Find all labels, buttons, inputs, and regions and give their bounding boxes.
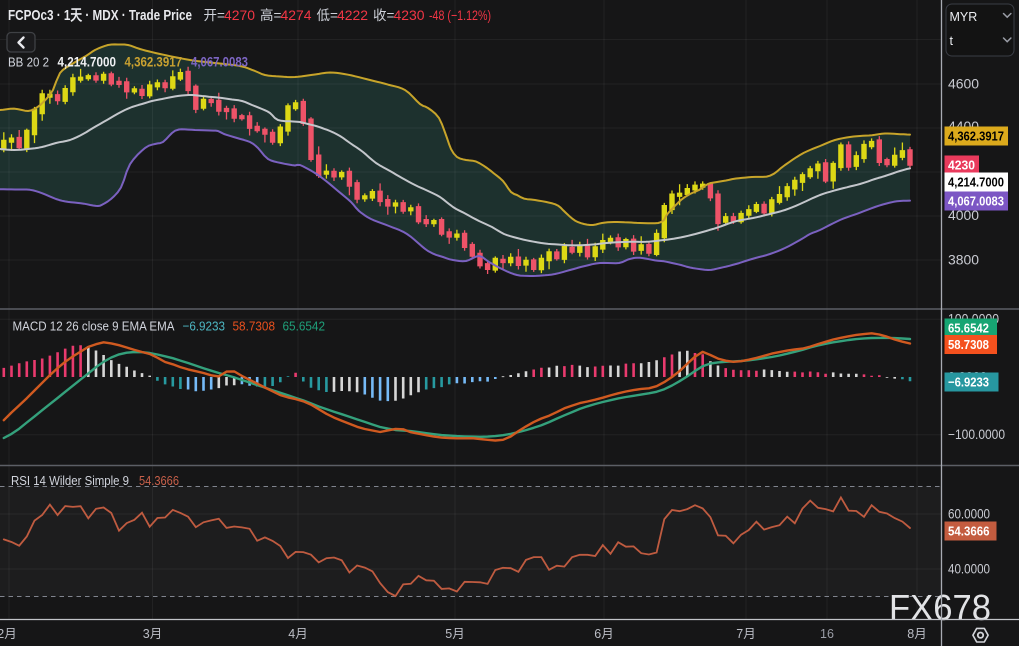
svg-text:4,214.7000: 4,214.7000: [58, 55, 117, 70]
svg-text:−100.0000: −100.0000: [948, 427, 1005, 442]
svg-text:4270: 4270: [224, 7, 255, 23]
svg-text:4,214.7000: 4,214.7000: [948, 175, 1004, 190]
svg-text:40.0000: 40.0000: [948, 562, 990, 577]
svg-text:t: t: [950, 34, 954, 48]
svg-text:65.6542: 65.6542: [948, 321, 989, 336]
svg-text:低=: 低=: [317, 8, 338, 23]
svg-text:MYR: MYR: [950, 10, 978, 24]
svg-text:4,362.3917: 4,362.3917: [125, 55, 183, 70]
svg-text:FX678: FX678: [889, 587, 991, 628]
svg-text:3月: 3月: [143, 627, 162, 641]
svg-text:54.3666: 54.3666: [139, 473, 179, 488]
svg-text:4,067.0083: 4,067.0083: [191, 55, 248, 70]
svg-text:−6.9233: −6.9233: [948, 375, 989, 390]
svg-text:58.7308: 58.7308: [948, 337, 989, 352]
svg-text:58.7308: 58.7308: [233, 319, 276, 334]
svg-text:5月: 5月: [445, 627, 464, 641]
svg-text:54.3666: 54.3666: [948, 524, 990, 539]
svg-text:4,067.0083: 4,067.0083: [948, 194, 1004, 209]
svg-text:4月: 4月: [288, 627, 307, 641]
svg-text:4,362.3917: 4,362.3917: [948, 129, 1004, 144]
svg-text:−6.9233: −6.9233: [183, 319, 226, 334]
svg-text:8月: 8月: [907, 627, 926, 641]
svg-text:开=: 开=: [204, 8, 225, 23]
svg-text:4600: 4600: [948, 77, 979, 92]
svg-text:2月: 2月: [0, 627, 17, 641]
svg-text:4222: 4222: [337, 7, 368, 23]
svg-text:MACD 12 26 close 9 EMA EMA: MACD 12 26 close 9 EMA EMA: [13, 319, 175, 334]
svg-text:3800: 3800: [948, 253, 979, 268]
svg-text:16: 16: [820, 627, 834, 641]
svg-text:高=: 高=: [260, 7, 281, 23]
svg-text:BB 20 2: BB 20 2: [8, 55, 49, 70]
svg-text:6月: 6月: [594, 627, 613, 641]
svg-text:4274: 4274: [281, 7, 312, 23]
svg-text:4230: 4230: [948, 158, 975, 173]
svg-text:收=: 收=: [373, 8, 394, 23]
svg-text:60.0000: 60.0000: [948, 507, 990, 522]
svg-text:7月: 7月: [736, 627, 755, 641]
svg-text:-48 (−1.12%): -48 (−1.12%): [429, 7, 491, 23]
svg-text:RSI 14 Wilder Simple 9: RSI 14 Wilder Simple 9: [11, 473, 129, 488]
svg-text:65.6542: 65.6542: [283, 319, 326, 334]
svg-text:FCPOc3 · 1天 · MDX · Trade Pric: FCPOc3 · 1天 · MDX · Trade Price: [8, 7, 192, 24]
svg-text:4230: 4230: [394, 7, 425, 23]
svg-text:4000: 4000: [948, 208, 979, 223]
